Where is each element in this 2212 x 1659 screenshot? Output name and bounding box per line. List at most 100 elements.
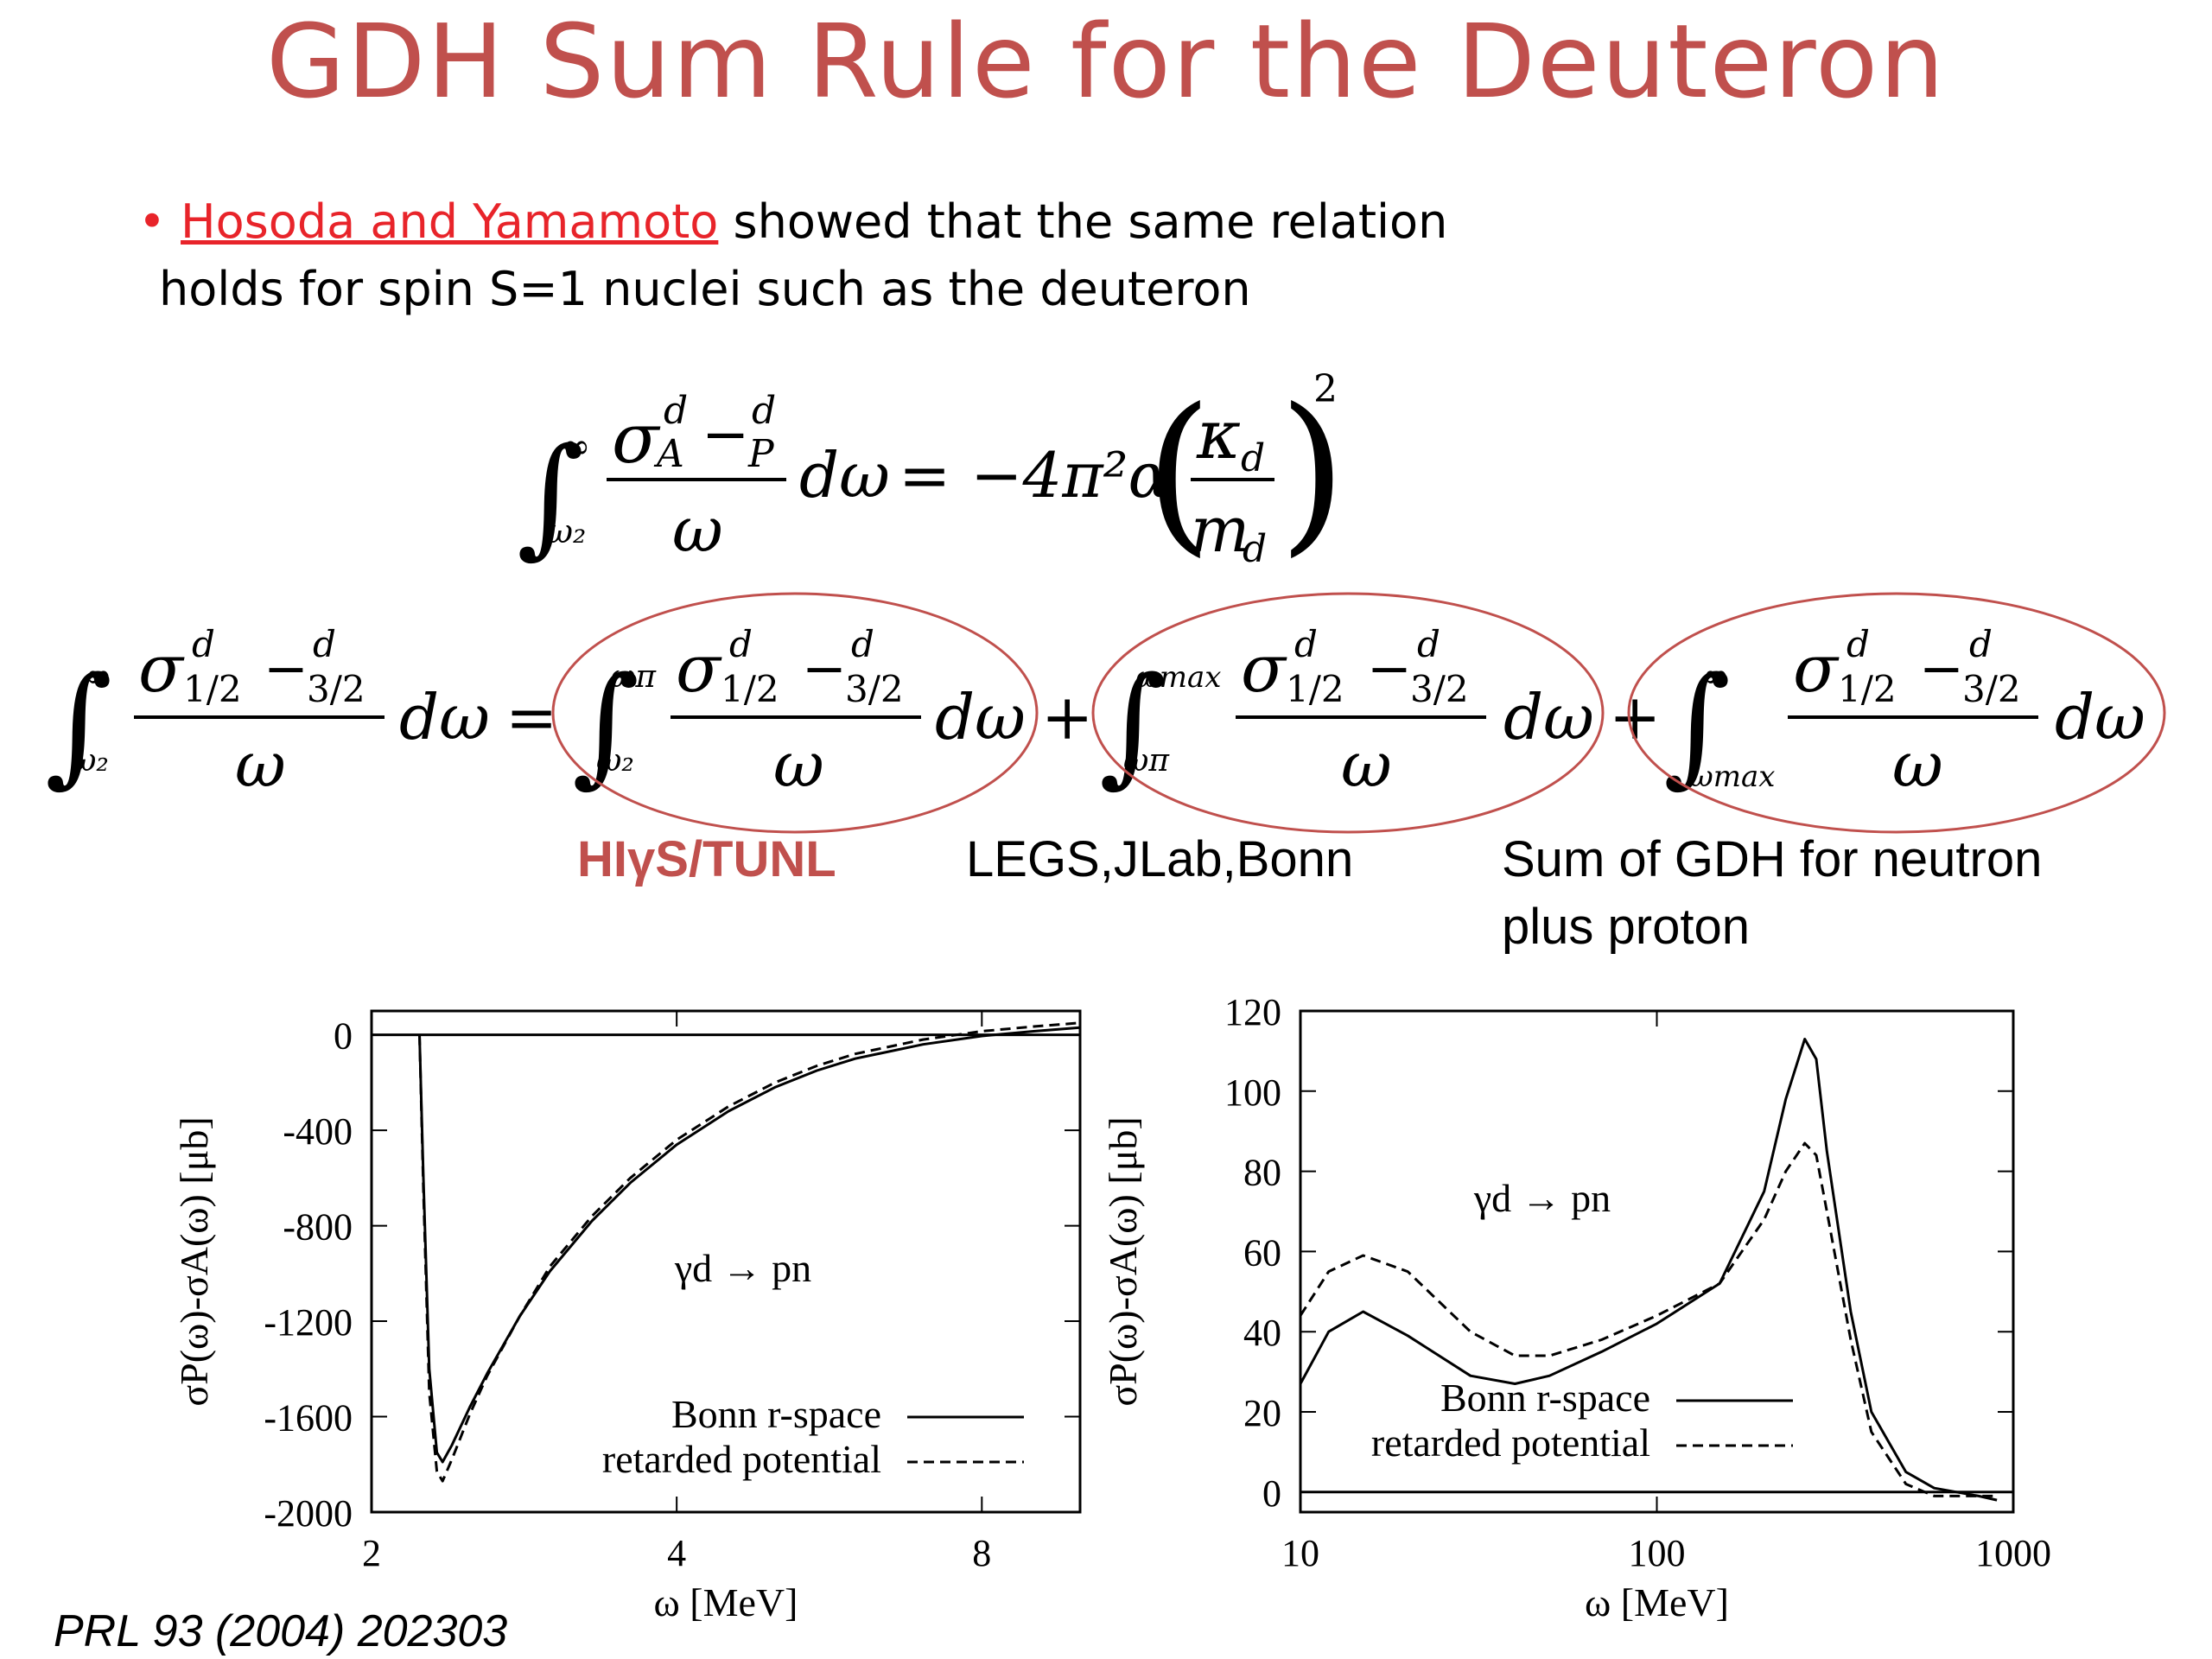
eq1-sub-p: P [747,432,775,476]
eq2-omega-2: ω [1341,728,1392,801]
eq1-rhs: = −4π²α [899,439,1170,512]
eq2-sup-d-0b: d [313,623,336,665]
eq2-dw-0: dω [399,681,490,753]
label-sum-line-2: plus proton [1502,899,1750,955]
x-tick-label: 2 [362,1532,381,1574]
chart-2: 0 20 40 60 80 100 120 10 100 1000 ω [MeV] σP(ω)-σA(… [1101,991,2051,1624]
y-tick-label: -1200 [264,1301,353,1344]
eq1-sup-d1: d [664,389,688,433]
eq1-sub-a: A [653,432,684,476]
eq2-half-3: 1/2 [1838,668,1897,710]
eq2-sigma-3: σ [1793,630,1840,707]
bullet-text-1: showed that the same relation [718,194,1448,249]
eq2-sigma-0: σ [138,630,185,707]
eq2-omega-3: ω [1892,728,1943,801]
eq1-power: 2 [1313,367,1338,411]
integral-sign: ∫ [517,421,584,571]
highlight-ellipse-legs [1091,592,1605,834]
eq1-omega: ω [672,493,723,566]
eq2-equals: = [505,681,557,753]
eq2-sup-d-3a: d [1847,623,1870,665]
eq2-sup-d-3b: d [1969,623,1993,665]
x-tick-label: 100 [1629,1532,1686,1574]
eq2-upper-3: ∞ [1702,657,1730,695]
eq2-integral-2: ∫ [1099,650,1166,800]
eq2-integral-0: ∫ [45,650,112,800]
legend-label-2: retarded potential [1371,1421,1650,1465]
y-axis-label: σP(ω)-σA(ω) [μb] [1101,1116,1145,1406]
eq1-right-paren: ) [1279,372,1346,573]
y-tick-label: -2000 [264,1492,353,1535]
series-line-1 [418,1026,1081,1464]
equations: ∫ ∞ ω₂ σ d A − d P ω dω = −4π²α ( κ d m … [45,367,2166,834]
label-legs: LEGS,JLab,Bonn [966,831,1354,887]
eq2-lower-2: ωπ [1123,743,1170,779]
eq2-dw-3: dω [2055,681,2145,753]
eq2-plus-2: + [1609,681,1661,753]
plot-frame [370,1009,1082,1514]
x-tick-label: 8 [972,1532,991,1574]
eq1-lower-limit: ω₂ [546,512,586,550]
chart-annotation: γd → pn [674,1246,811,1290]
eq2-half-0: 1/2 [183,668,242,710]
x-axis-label: ω [MeV] [1585,1580,1729,1624]
y-tick-label: 100 [1224,1071,1281,1114]
eq2-minus-2: − [1367,637,1412,700]
eq2-integral-1: ∫ [572,650,639,800]
eq2-minus-3: − [1919,637,1964,700]
eq2-lower-3: ωmax [1689,760,1775,794]
highlight-ellipse-sum [1627,592,2166,834]
eq2-dw-1: dω [935,681,1026,753]
eq2-threehalf-1: 3/2 [845,668,904,710]
eq2-integral-3: ∫ [1663,650,1731,800]
legend-label-1: Bonn r-space [671,1392,881,1436]
x-tick-label: 10 [1281,1532,1319,1574]
x-tick-label: 4 [667,1532,686,1574]
legend-label-1: Bonn r-space [1440,1376,1650,1420]
y-tick-label: 120 [1224,991,1281,1033]
chart-annotation: γd → pn [1473,1176,1611,1220]
bullet-text: • Hosoda and Yamamoto showed that the sa… [138,188,1447,323]
eq2-omega-0: ω [235,728,286,801]
eq2-upper-2: ωmax [1135,660,1221,695]
eq2-upper-1: ωπ [610,659,657,695]
eq1-sup-d2: d [752,389,776,433]
label-sum-line-1: Sum of GDH for neutron [1502,831,2043,887]
y-tick-label: -1600 [264,1397,353,1440]
eq2-lower-0: ω₂ [71,743,109,779]
y-tick-label: 80 [1243,1152,1281,1194]
y-tick-label: 20 [1243,1392,1281,1434]
legend-label-2: retarded potential [602,1437,881,1481]
x-axis-label: ω [MeV] [654,1580,798,1624]
eq2-minus-1: − [802,637,847,700]
label-higs: HIγS/TUNL [577,831,836,887]
reference-link[interactable]: Hosoda and Yamamoto [181,194,719,249]
x-tick-label: 1000 [1975,1532,2051,1574]
eq2-sup-d-2a: d [1294,623,1318,665]
y-tick-label: -800 [283,1206,353,1249]
y-tick-label: 40 [1243,1312,1281,1354]
eq2-lower-1: ω₂ [596,743,634,779]
eq1-left-paren: ( [1145,372,1212,573]
bullet-dot: • [138,194,166,249]
eq1-kappa-sub: d [1241,436,1265,480]
eq2-omega-1: ω [773,728,824,801]
eq2-dw-2: dω [1503,681,1594,753]
y-tick-label: 60 [1243,1231,1281,1274]
y-tick-label: -400 [283,1110,353,1153]
eq2-sup-d-2b: d [1417,623,1440,665]
citation-footer: PRL 93 (2004) 202303 [54,1606,508,1656]
eq1-kappa: κ [1196,397,1241,474]
eq2-threehalf-0: 3/2 [307,668,365,710]
bullet-line-2: holds for spin S=1 nuclei such as the de… [159,262,1251,316]
eq2-sup-d-1a: d [729,623,753,665]
eq1-m-sub: d [1243,527,1267,571]
series-line-2 [1299,1141,1998,1497]
eq2-threehalf-2: 3/2 [1410,668,1469,710]
eq1-upper-limit: ∞ [562,427,590,467]
eq2-sigma-2: σ [1241,630,1287,707]
eq2-sup-d-0a: d [192,623,215,665]
equation-1: ∫ ∞ ω₂ σ d A − d P ω dω = −4π²α ( κ d m … [517,367,1346,573]
eq1-minus: − [702,401,749,467]
